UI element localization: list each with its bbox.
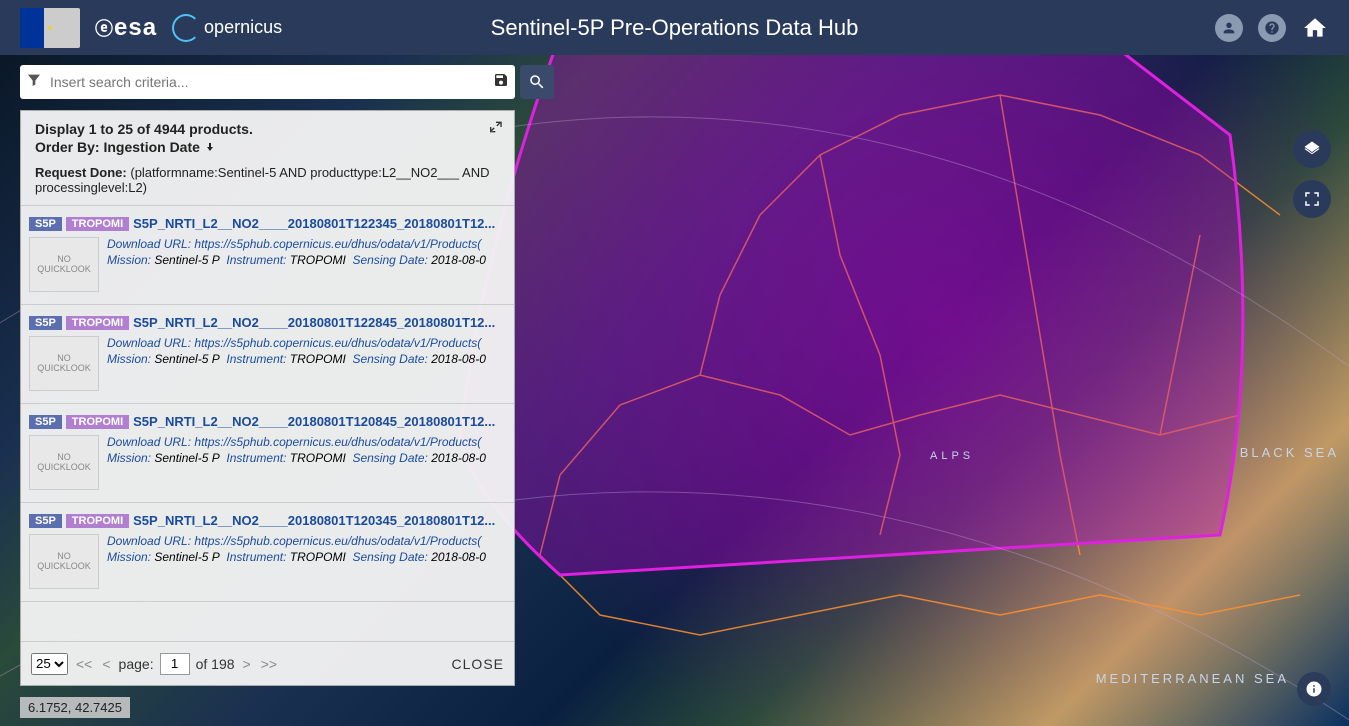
label-alps: ALPS: [930, 450, 974, 462]
download-link[interactable]: https://s5phub.copernicus.eu/dhus/odata/…: [194, 534, 481, 548]
pager-next[interactable]: >: [241, 656, 253, 672]
badge-tropomi: TROPOMI: [66, 217, 129, 231]
home-icon[interactable]: [1301, 14, 1329, 42]
logo-group: ★ ⓔesa opernicus: [20, 8, 282, 48]
search-button[interactable]: [520, 65, 554, 99]
page-title: Sentinel-5P Pre-Operations Data Hub: [491, 15, 859, 41]
display-count: Display 1 to 25 of 4944 products.: [35, 121, 500, 137]
quicklook-thumb: NO QUICKLOOK: [29, 435, 99, 490]
download-link[interactable]: https://s5phub.copernicus.eu/dhus/odata/…: [194, 336, 481, 350]
map-info-button[interactable]: [1297, 672, 1331, 706]
badge-tropomi: TROPOMI: [66, 514, 129, 528]
filter-icon[interactable]: [26, 72, 42, 93]
order-by[interactable]: Order By: Ingestion Date: [35, 139, 500, 155]
pager-last[interactable]: >>: [259, 656, 279, 672]
sort-desc-icon: [204, 141, 216, 153]
badge-tropomi: TROPOMI: [66, 415, 129, 429]
download-link[interactable]: https://s5phub.copernicus.eu/dhus/odata/…: [194, 435, 481, 449]
result-row[interactable]: S5P TROPOMI S5P_NRTI_L2__NO2____20180801…: [21, 404, 514, 503]
result-meta: Download URL: https://s5phub.copernicus.…: [107, 435, 506, 490]
search-bar: [20, 65, 554, 99]
pager-page-label: page:: [119, 656, 154, 672]
quicklook-thumb: NO QUICKLOOK: [29, 534, 99, 589]
request-query: Request Done: (platformname:Sentinel-5 A…: [35, 165, 500, 195]
quicklook-thumb: NO QUICKLOOK: [29, 237, 99, 292]
logo-copernicus[interactable]: opernicus: [172, 8, 282, 48]
result-row[interactable]: S5P TROPOMI S5P_NRTI_L2__NO2____20180801…: [21, 305, 514, 404]
logo-ec[interactable]: ★: [20, 8, 80, 48]
header-bar: ★ ⓔesa opernicus Sentinel-5P Pre-Operati…: [0, 0, 1349, 55]
map-tools: [1293, 130, 1331, 218]
layers-button[interactable]: [1293, 130, 1331, 168]
result-row[interactable]: S5P TROPOMI S5P_NRTI_L2__NO2____20180801…: [21, 503, 514, 602]
product-name[interactable]: S5P_NRTI_L2__NO2____20180801T122845_2018…: [133, 315, 506, 330]
label-mediterranean: MEDITERRANEAN SEA: [1096, 671, 1289, 686]
label-black-sea: BLACK SEA: [1240, 445, 1339, 460]
quicklook-thumb: NO QUICKLOOK: [29, 336, 99, 391]
product-name[interactable]: S5P_NRTI_L2__NO2____20180801T120845_2018…: [133, 414, 506, 429]
results-list: S5P TROPOMI S5P_NRTI_L2__NO2____20180801…: [21, 206, 514, 641]
badge-s5p: S5P: [29, 217, 62, 231]
save-search-icon[interactable]: [493, 72, 509, 93]
product-name[interactable]: S5P_NRTI_L2__NO2____20180801T120345_2018…: [133, 513, 506, 528]
result-meta: Download URL: https://s5phub.copernicus.…: [107, 336, 506, 391]
close-panel-button[interactable]: CLOSE: [452, 656, 504, 672]
header-actions: [1215, 14, 1329, 42]
search-input[interactable]: [42, 74, 493, 90]
logo-esa[interactable]: ⓔesa: [95, 8, 157, 48]
expand-icon[interactable]: [488, 119, 504, 140]
badge-s5p: S5P: [29, 415, 62, 429]
user-icon[interactable]: [1215, 14, 1243, 42]
search-wrapper: [20, 65, 515, 99]
product-name[interactable]: S5P_NRTI_L2__NO2____20180801T122345_2018…: [133, 216, 506, 231]
result-row[interactable]: S5P TROPOMI S5P_NRTI_L2__NO2____20180801…: [21, 206, 514, 305]
page-size-select[interactable]: 25: [31, 653, 68, 675]
pager: 25 << < page: of 198 > >> CLOSE: [21, 641, 514, 685]
footprint-polygon: [460, 55, 1243, 575]
result-meta: Download URL: https://s5phub.copernicus.…: [107, 237, 506, 292]
result-meta: Download URL: https://s5phub.copernicus.…: [107, 534, 506, 589]
pager-total: of 198: [196, 656, 235, 672]
pager-prev[interactable]: <: [100, 656, 112, 672]
pager-first[interactable]: <<: [74, 656, 94, 672]
results-panel: Display 1 to 25 of 4944 products. Order …: [20, 110, 515, 686]
results-header: Display 1 to 25 of 4944 products. Order …: [21, 111, 514, 206]
help-icon[interactable]: [1258, 14, 1286, 42]
cursor-coordinates: 6.1752, 42.7425: [20, 697, 130, 718]
pager-page-input[interactable]: [160, 653, 190, 675]
badge-tropomi: TROPOMI: [66, 316, 129, 330]
select-mode-button[interactable]: [1293, 180, 1331, 218]
download-link[interactable]: https://s5phub.copernicus.eu/dhus/odata/…: [194, 237, 481, 251]
badge-s5p: S5P: [29, 514, 62, 528]
badge-s5p: S5P: [29, 316, 62, 330]
